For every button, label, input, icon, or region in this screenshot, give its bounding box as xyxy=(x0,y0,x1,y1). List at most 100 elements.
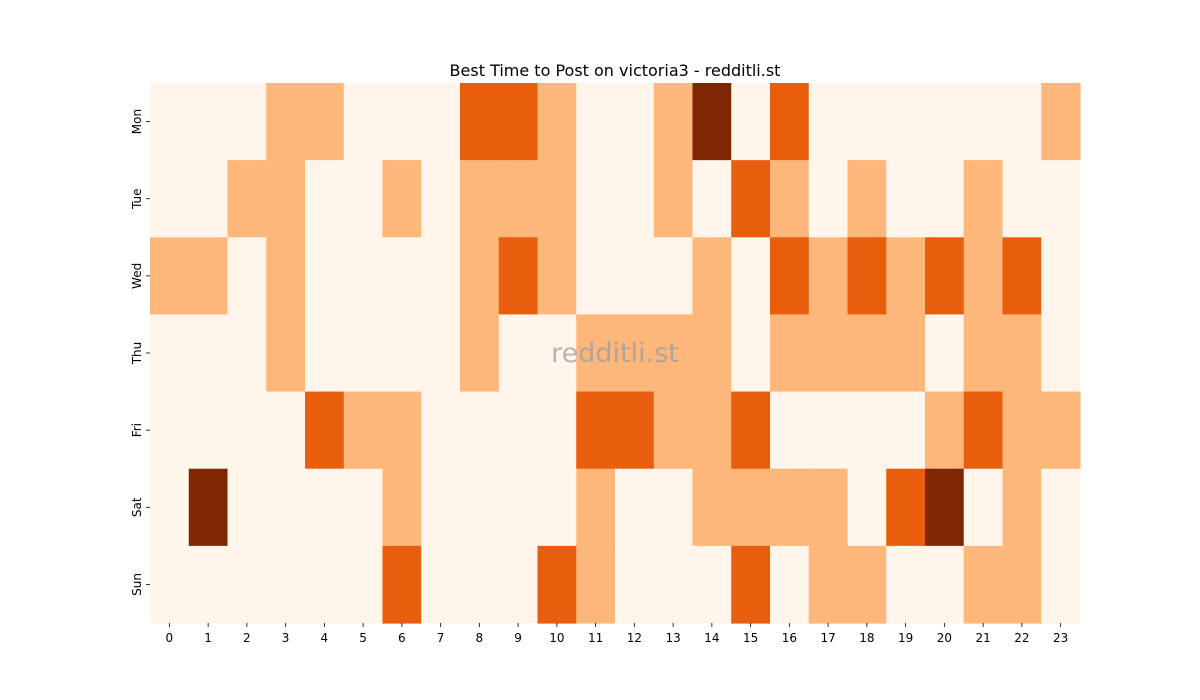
heatmap-cell xyxy=(227,237,267,316)
heatmap-cell xyxy=(343,468,384,547)
heatmap-cell xyxy=(343,314,384,393)
heatmap-cell xyxy=(808,545,849,624)
heatmap-cell xyxy=(227,314,267,393)
heatmap-cell xyxy=(808,160,849,238)
heatmap-cell xyxy=(305,237,345,316)
heatmap-cell xyxy=(537,237,577,316)
heatmap-cell xyxy=(1041,468,1081,547)
heatmap-cell xyxy=(653,314,694,393)
heatmap-cell xyxy=(188,545,229,624)
heatmap-cell xyxy=(1041,391,1081,470)
heatmap-cell xyxy=(963,314,1004,393)
x-tick-label: 14 xyxy=(704,631,719,645)
y-tick-label: Sun xyxy=(130,573,144,596)
heatmap-cell xyxy=(576,314,616,393)
heatmap-cell xyxy=(576,468,616,547)
heatmap-cell xyxy=(925,160,965,238)
heatmap-cell xyxy=(925,237,965,316)
x-tick-label: 6 xyxy=(398,631,406,645)
heatmap-cell xyxy=(653,237,694,316)
heatmap-cell xyxy=(847,545,887,624)
heatmap-cell xyxy=(847,314,887,393)
heatmap-cell xyxy=(498,237,539,316)
heatmap-cell xyxy=(460,314,500,393)
heatmap-cell xyxy=(150,314,190,393)
heatmap-cell xyxy=(963,237,1004,316)
heatmap-cell xyxy=(925,468,965,547)
heatmap-cell xyxy=(653,83,694,161)
heatmap-cell xyxy=(808,468,849,547)
heatmap-cell xyxy=(886,545,926,624)
heatmap-cell xyxy=(150,545,190,624)
heatmap-cell xyxy=(1002,468,1042,547)
heatmap-cell xyxy=(421,468,461,547)
heatmap-cell xyxy=(266,468,306,547)
heatmap-cell xyxy=(498,468,539,547)
heatmap-cell xyxy=(305,468,345,547)
heatmap-cell xyxy=(460,468,500,547)
heatmap-cell xyxy=(886,160,926,238)
heatmap-cell xyxy=(770,83,810,161)
heatmap-cell xyxy=(343,160,384,238)
x-axis: 0 1 2 3 4 5 6 7 8 9 10 11 12 13 14 15 16 17 18 19 20 21 22 23 xyxy=(166,623,1068,645)
x-tick-label: 19 xyxy=(898,631,913,645)
heatmap-cell xyxy=(537,468,577,547)
heatmap-cell xyxy=(460,391,500,470)
heatmap-cell xyxy=(227,468,267,547)
x-tick-label: 7 xyxy=(437,631,445,645)
heatmap-cells xyxy=(150,83,1081,624)
heatmap-cell xyxy=(537,391,577,470)
heatmap-cell xyxy=(266,391,306,470)
heatmap-cell xyxy=(343,237,384,316)
heatmap-cell xyxy=(770,391,810,470)
heatmap-cell xyxy=(227,545,267,624)
heatmap-cell xyxy=(537,545,577,624)
heatmap-cell xyxy=(731,237,771,316)
y-tick-label: Fri xyxy=(130,423,144,437)
heatmap-cell xyxy=(615,391,655,470)
x-tick-label: 13 xyxy=(665,631,680,645)
heatmap-cell xyxy=(227,160,267,238)
x-tick-label: 8 xyxy=(476,631,484,645)
watermark-text: redditli.st xyxy=(551,338,679,369)
heatmap-cell xyxy=(963,468,1004,547)
heatmap-cell xyxy=(731,391,771,470)
heatmap-cell xyxy=(421,545,461,624)
heatmap-cell xyxy=(1041,160,1081,238)
heatmap-cell xyxy=(692,83,732,161)
heatmap-cell xyxy=(653,545,694,624)
heatmap-cell xyxy=(537,83,577,161)
heatmap-cell xyxy=(305,391,345,470)
heatmap-cell xyxy=(576,83,616,161)
heatmap-cell xyxy=(227,83,267,161)
y-tick-label: Sat xyxy=(130,497,144,517)
heatmap-cell xyxy=(731,314,771,393)
heatmap-cell xyxy=(653,160,694,238)
x-tick-label: 0 xyxy=(166,631,174,645)
x-tick-label: 1 xyxy=(204,631,212,645)
heatmap-cell xyxy=(1002,237,1042,316)
heatmap-cell xyxy=(653,468,694,547)
heatmap-cell xyxy=(770,545,810,624)
heatmap-cell xyxy=(808,237,849,316)
heatmap-cell xyxy=(305,545,345,624)
heatmap-cell xyxy=(615,160,655,238)
heatmap-cell xyxy=(1002,391,1042,470)
heatmap-cell xyxy=(925,391,965,470)
heatmap-cell xyxy=(498,391,539,470)
heatmap-cell xyxy=(963,545,1004,624)
x-tick-label: 20 xyxy=(937,631,952,645)
heatmap-cell xyxy=(615,468,655,547)
heatmap-cell xyxy=(847,391,887,470)
heatmap-cell xyxy=(150,160,190,238)
heatmap-cell xyxy=(537,160,577,238)
heatmap-cell xyxy=(421,391,461,470)
heatmap-cell xyxy=(150,391,190,470)
heatmap-cell xyxy=(421,314,461,393)
heatmap-cell xyxy=(266,83,306,161)
heatmap-cell xyxy=(615,83,655,161)
heatmap-cell xyxy=(808,314,849,393)
heatmap-cell xyxy=(963,391,1004,470)
heatmap-cell xyxy=(692,237,732,316)
